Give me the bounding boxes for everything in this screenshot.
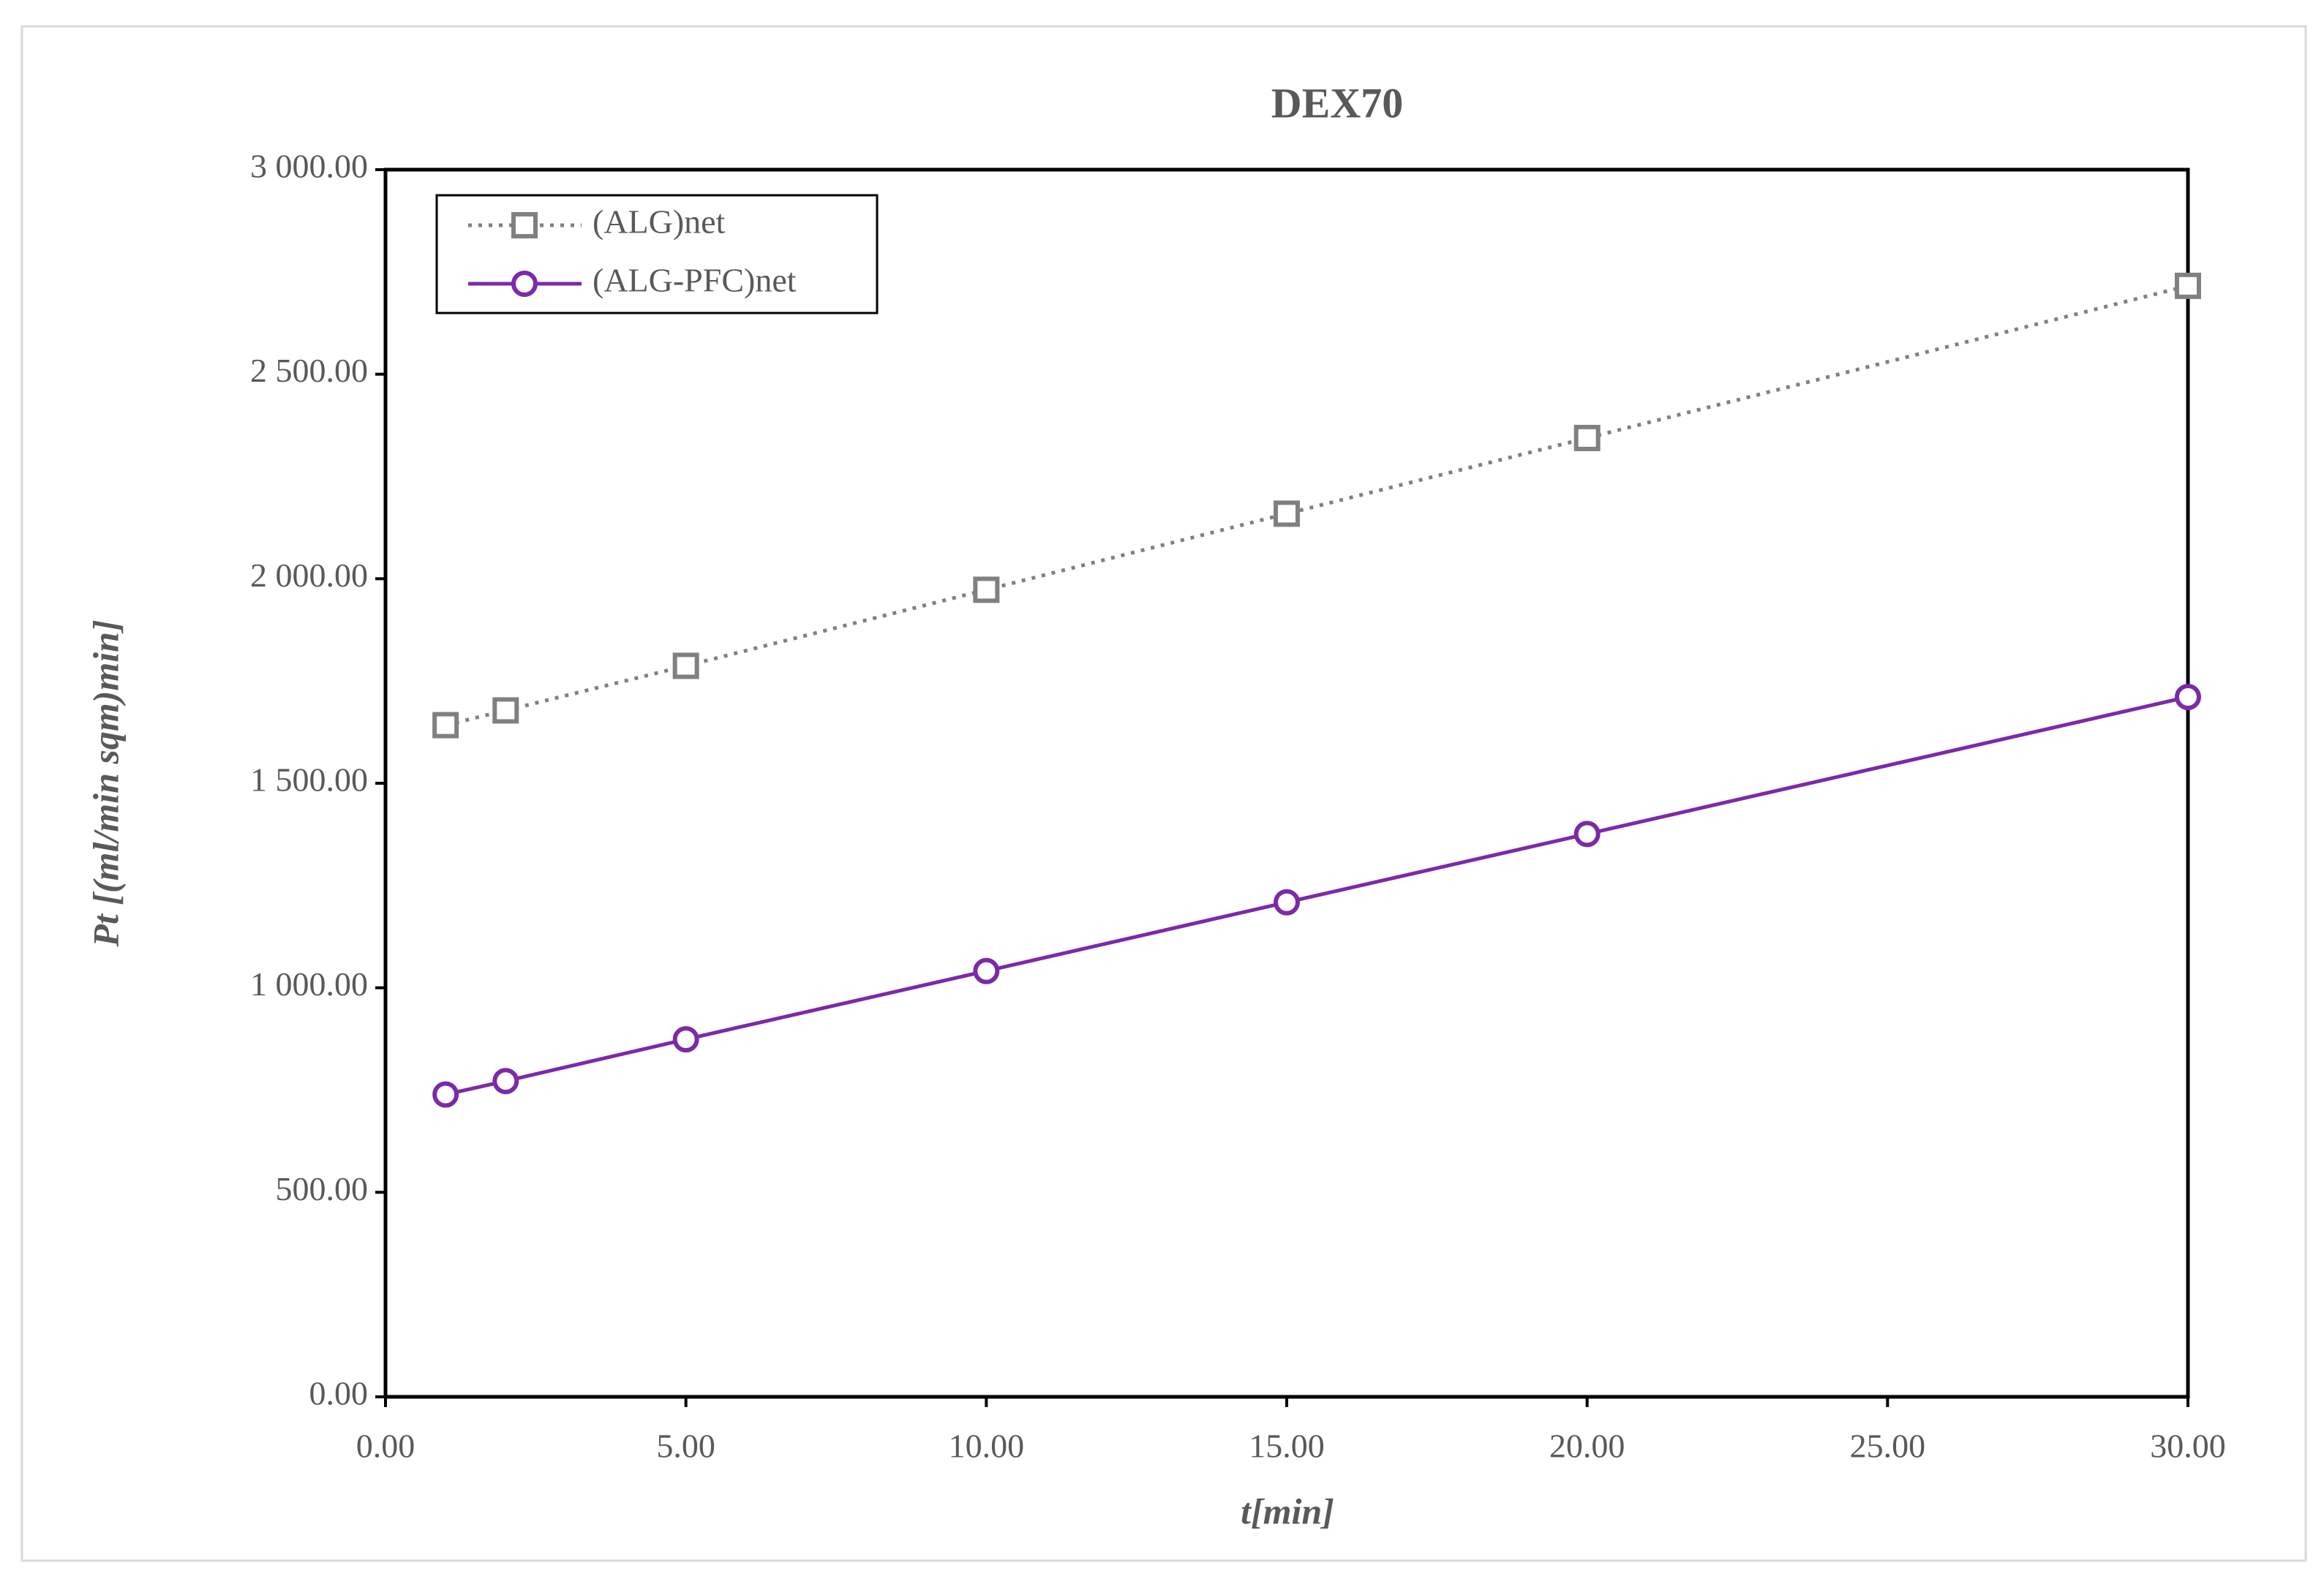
x-tick-label: 10.00 bbox=[949, 1428, 1025, 1465]
chart-border bbox=[20, 25, 2307, 1562]
marker bbox=[973, 576, 1000, 603]
marker bbox=[672, 652, 699, 679]
x-tick-label: 0.00 bbox=[356, 1428, 415, 1465]
y-tick-label: 1 000.00 bbox=[250, 965, 368, 1003]
marker bbox=[1274, 500, 1300, 527]
legend-marker bbox=[511, 271, 538, 297]
marker bbox=[1573, 424, 1601, 451]
y-axis-label: Pt [(ml/min sqm)min] bbox=[85, 619, 126, 947]
marker bbox=[492, 1068, 519, 1095]
x-tick-label: 30.00 bbox=[2150, 1428, 2226, 1465]
legend-box bbox=[435, 194, 879, 314]
x-tick-label: 5.00 bbox=[656, 1428, 715, 1465]
marker bbox=[432, 1081, 459, 1108]
marker bbox=[2175, 683, 2201, 710]
x-tick-label: 25.00 bbox=[1850, 1428, 1926, 1465]
legend-marker bbox=[511, 212, 538, 238]
marker bbox=[672, 1026, 699, 1053]
x-tick-label: 15.00 bbox=[1249, 1428, 1325, 1465]
y-tick-label: 2 500.00 bbox=[250, 352, 368, 389]
y-tick-label: 2 000.00 bbox=[250, 557, 368, 594]
legend-label: (ALG)net bbox=[593, 203, 726, 241]
y-tick-label: 1 500.00 bbox=[250, 761, 368, 799]
marker bbox=[973, 957, 1000, 984]
y-tick-label: 0.00 bbox=[309, 1375, 369, 1412]
marker bbox=[2175, 272, 2201, 299]
x-tick-label: 20.00 bbox=[1549, 1428, 1625, 1465]
legend-label: (ALG-PFC)net bbox=[593, 262, 797, 299]
y-tick-label: 500.00 bbox=[276, 1170, 369, 1207]
chart-title: DEX70 bbox=[1271, 79, 1403, 127]
x-axis-label: t[min] bbox=[1241, 1490, 1334, 1531]
marker bbox=[1573, 821, 1601, 848]
marker bbox=[1274, 889, 1300, 916]
marker bbox=[492, 697, 519, 724]
legend: (ALG)net (ALG-PFC)net bbox=[435, 194, 879, 314]
marker bbox=[432, 712, 459, 739]
y-tick-label: 3 000.00 bbox=[250, 148, 368, 185]
